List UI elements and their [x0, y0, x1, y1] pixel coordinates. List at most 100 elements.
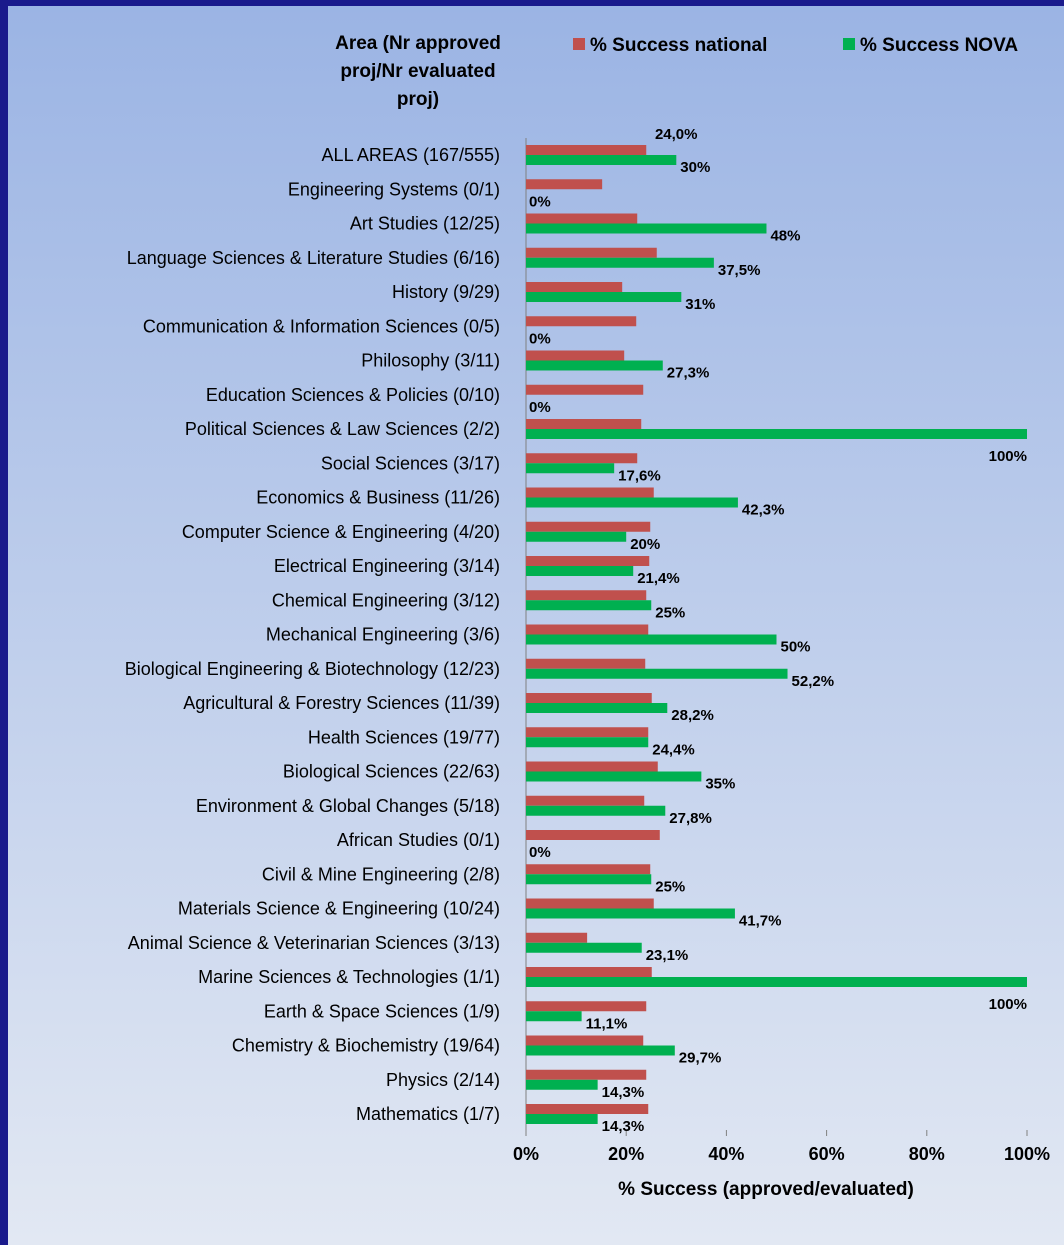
data-label: 25% [655, 878, 685, 895]
bar [526, 282, 623, 292]
data-label: 48% [770, 228, 800, 245]
bar [526, 624, 649, 635]
bar [526, 942, 642, 953]
y-tick-label: Physics (2/14) [386, 1070, 500, 1090]
y-tick-label: Earth & Space Sciences (1/9) [264, 1001, 500, 1021]
x-axis-title: % Success (approved/evaluated) [618, 1179, 914, 1200]
y-tick-label: Education Sciences & Policies (0/10) [206, 385, 500, 405]
y-tick-label: Political Sciences & Law Sciences (2/2) [185, 419, 500, 439]
data-label: 14,3% [602, 1118, 645, 1135]
data-label: 30% [680, 159, 710, 176]
y-tick-label: Animal Science & Veterinarian Sciences (… [128, 933, 500, 953]
bar [526, 292, 682, 302]
data-label: 0% [529, 193, 551, 210]
bar [526, 658, 646, 669]
bar [526, 384, 644, 395]
data-label: 11,1% [586, 1015, 628, 1032]
y-tick-label: Materials Science & Engineering (10/24) [178, 899, 500, 919]
x-tick-label: 80% [909, 1144, 945, 1164]
data-label: 100% [989, 996, 1027, 1013]
bar [526, 521, 651, 532]
bar [526, 693, 652, 703]
bar [526, 908, 735, 919]
y-tick-label: Philosophy (3/11) [361, 351, 500, 371]
data-label: 28,2% [671, 707, 714, 724]
bar [526, 556, 650, 566]
x-tick-label: 40% [708, 1144, 744, 1164]
data-label: 23,1% [646, 947, 689, 964]
bar [526, 429, 1027, 439]
legend-swatch [573, 38, 585, 50]
data-label: 24,4% [652, 741, 695, 758]
data-label: 31% [685, 296, 715, 313]
bar [526, 257, 714, 268]
bar [526, 634, 777, 645]
bar [526, 795, 645, 806]
y-tick-label: Chemistry & Biochemistry (19/64) [232, 1036, 500, 1056]
data-label: 25% [655, 604, 685, 621]
bar [526, 1001, 647, 1012]
bar [526, 497, 738, 508]
y-tick-label: Environment & Global Changes (5/18) [196, 796, 500, 816]
x-tick-label: 60% [809, 1144, 845, 1164]
y-tick-label: Electrical Engineering (3/14) [274, 556, 500, 576]
bar [526, 668, 788, 679]
bar [526, 727, 649, 738]
data-label: 27,3% [667, 365, 710, 382]
data-label: 100% [989, 448, 1027, 465]
data-label: 17,6% [618, 467, 661, 484]
bar [526, 155, 677, 165]
data-label: 42,3% [742, 502, 785, 519]
data-label: 0% [529, 844, 551, 861]
bar [526, 566, 634, 576]
data-label: 50% [781, 639, 811, 656]
data-label: 24,0% [655, 126, 698, 143]
bar [526, 179, 603, 190]
bar [526, 805, 666, 816]
data-label: 41,7% [739, 913, 782, 930]
bar [526, 977, 1027, 987]
bar [526, 771, 702, 782]
bar [526, 531, 627, 542]
bar [526, 761, 658, 772]
legend-swatch [843, 38, 855, 50]
bar [526, 419, 642, 429]
bar [526, 1011, 582, 1022]
data-label: 20% [630, 536, 660, 553]
y-tick-label: Art Studies (12/25) [350, 214, 500, 234]
y-tick-label: Biological Sciences (22/63) [283, 762, 500, 782]
y-tick-label: Economics & Business (11/26) [256, 488, 500, 508]
category-axis-title: Area (Nr approved proj/Nr evaluated proj… [335, 33, 501, 110]
bar [526, 487, 654, 498]
y-tick-label: Language Sciences & Literature Studies (… [127, 248, 500, 268]
y-tick-label: Health Sciences (19/77) [308, 727, 500, 747]
bar [526, 316, 637, 327]
x-tick-label: 20% [608, 1144, 644, 1164]
y-tick-label: Agricultural & Forestry Sciences (11/39) [183, 693, 500, 713]
y-tick-label: Mathematics (1/7) [356, 1104, 500, 1124]
bar [526, 864, 651, 875]
bar [526, 874, 652, 885]
x-tick-label: 100% [1004, 1144, 1050, 1164]
bar [526, 830, 660, 840]
y-tick-label: Communication & Information Sciences (0/… [143, 316, 500, 336]
bar [526, 1114, 598, 1124]
data-label: 52,2% [792, 673, 835, 690]
legend-label: % Success national [590, 35, 767, 56]
y-tick-label: Civil & Mine Engineering (2/8) [262, 864, 500, 884]
data-label: 14,3% [602, 1084, 645, 1101]
bar [526, 360, 663, 371]
y-tick-label: Social Sciences (3/17) [321, 453, 500, 473]
y-tick-label: Computer Science & Engineering (4/20) [182, 522, 500, 542]
bar [526, 247, 657, 258]
y-tick-label: Chemical Engineering (3/12) [272, 590, 500, 610]
y-tick-label: ALL AREAS (167/555) [322, 145, 500, 165]
bar [526, 967, 652, 977]
bar [526, 1079, 598, 1090]
data-label: 0% [529, 330, 551, 347]
bar [526, 350, 625, 361]
data-label: 21,4% [637, 570, 680, 587]
bar [526, 1035, 644, 1046]
